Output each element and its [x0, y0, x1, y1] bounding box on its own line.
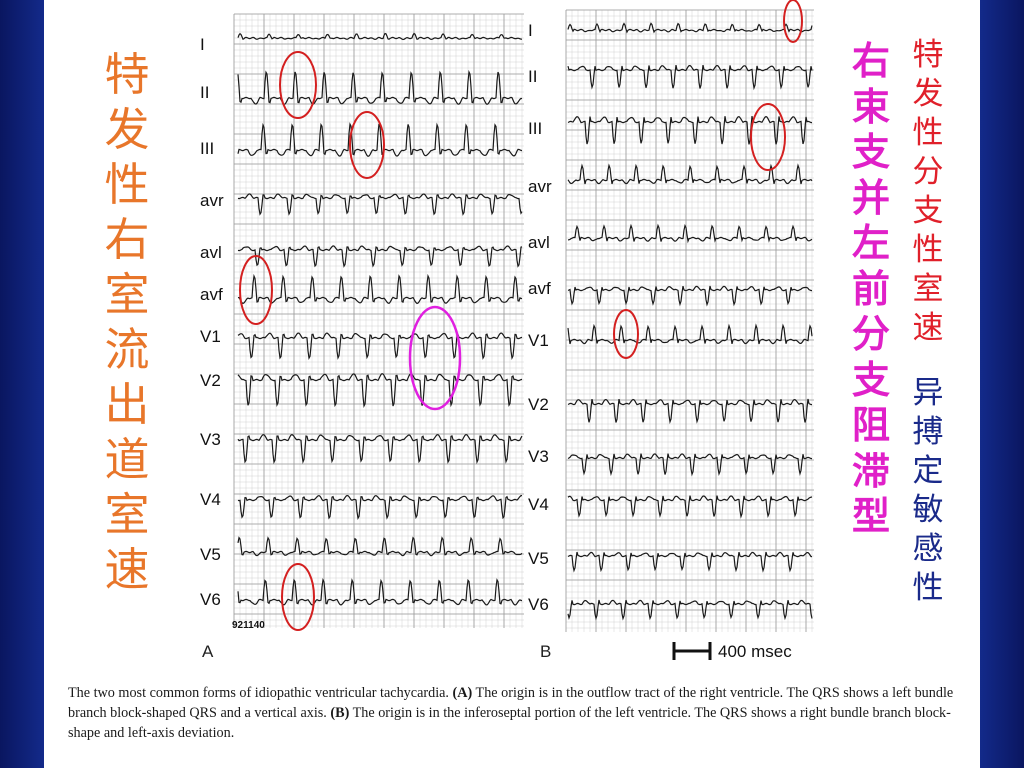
circle-a-avf [239, 255, 273, 325]
title-left-char: 出 [104, 378, 150, 431]
circle-a-ii [279, 51, 317, 119]
circle-b-iii [750, 103, 786, 171]
lead-label-b-avl: avl [528, 233, 550, 252]
scale-bar-label: 400 msec [718, 642, 792, 661]
lead-label-a-v5: V5 [200, 545, 221, 564]
title-left-char: 发 [104, 103, 150, 156]
title-left-char: 性 [104, 158, 150, 211]
title-right-top-char: 分 [912, 154, 944, 190]
title-right-top-char: 性 [912, 232, 944, 268]
caption-b-tag: (B) [330, 705, 350, 721]
lead-label-a-v4: V4 [200, 490, 221, 509]
lead-label-a-v3: V3 [200, 430, 221, 449]
panel-b-label: B [540, 642, 551, 661]
title-middle-char: 并 [851, 174, 890, 220]
title-middle-char: 支 [851, 356, 890, 402]
title-left: 特 发 性 右 室 流 出 道 室 速 [96, 52, 158, 602]
caption-a-text: The origin is in the outflow tract of th… [68, 685, 954, 721]
record-id: 921140 [232, 620, 265, 631]
title-middle-char [846, 588, 896, 634]
panel-a-label: A [202, 642, 214, 661]
title-right-bottom-char: 异 [912, 375, 944, 411]
title-right-bottom-char: 性 [912, 570, 944, 606]
title-left-char: 室 [104, 488, 150, 541]
caption-b-text: The origin is in the inferoseptal portio… [68, 705, 951, 741]
lead-label-b-v5: V5 [528, 549, 549, 568]
lead-label-b-iii: III [528, 119, 542, 138]
title-middle-char: 右 [851, 38, 890, 83]
title-right-top-char: 特 [912, 37, 944, 73]
title-middle-char: 支 [851, 129, 890, 174]
lead-label-a-v1: V1 [200, 327, 221, 346]
title-right-top-char: 性 [912, 115, 944, 151]
lead-label-b-v2: V2 [528, 395, 549, 414]
lead-label-a-avf: avf [200, 285, 223, 304]
title-right-top: 特 发 性 分 支 性 室 速 [906, 40, 950, 352]
title-left-char: 流 [104, 323, 150, 376]
title-right-bottom-char: 敏 [912, 492, 944, 528]
ecg-traces [237, 22, 813, 621]
lead-label-b-v6: V6 [528, 595, 549, 614]
lead-label-b-ii: II [528, 67, 537, 86]
title-right-top-char: 室 [912, 271, 944, 307]
caption-intro: The two most common forms of idiopathic … [68, 685, 453, 701]
title-middle: 右 束 支 并 左 前 分 支 阻 滞 型 [846, 42, 896, 634]
lead-label-b-v1: V1 [528, 331, 549, 350]
lead-label-b-v4: V4 [528, 495, 549, 514]
lead-label-a-avr: avr [200, 191, 224, 210]
lead-label-a-iii: III [200, 139, 214, 158]
background-right [980, 0, 1024, 768]
title-right-bottom-char: 定 [912, 453, 944, 489]
circle-a-iii [349, 111, 385, 179]
lead-label-b-i: I [528, 21, 533, 40]
lead-label-a-i: I [200, 35, 205, 54]
background-left [0, 0, 44, 768]
highlight-circles [239, 0, 803, 631]
title-left-char: 右 [104, 213, 150, 266]
title-middle-char: 前 [851, 265, 890, 311]
title-left-char: 室 [104, 268, 150, 321]
title-middle-char: 型 [851, 493, 890, 538]
lead-label-b-v3: V3 [528, 447, 549, 466]
lead-label-b-avf: avf [528, 279, 551, 298]
title-left-char: 道 [104, 433, 150, 486]
lead-label-a-v2: V2 [200, 371, 221, 390]
caption-a-tag: (A) [452, 685, 473, 701]
lead-label-a-v6: V6 [200, 590, 221, 609]
title-middle-char: 分 [851, 311, 890, 356]
title-middle-char: 阻 [851, 402, 890, 447]
title-right-top-char: 速 [912, 310, 944, 346]
title-middle-char [846, 543, 896, 589]
title-left-char: 速 [104, 543, 150, 596]
title-middle-char: 束 [851, 83, 890, 129]
circle-a-v1-v2 [408, 305, 462, 411]
title-right-bottom-char: 感 [912, 531, 944, 567]
panel-a-lead-labels: I II III avr avl avf V1 V2 V3 V4 V5 V6 9… [200, 35, 265, 661]
figure-caption: The two most common forms of idiopathic … [68, 683, 968, 743]
title-right-top-char: 发 [912, 76, 944, 112]
title-right-bottom-char: 搏 [912, 414, 944, 450]
lead-label-a-ii: II [200, 83, 209, 102]
title-right-top-char: 支 [912, 193, 944, 229]
panel-b-lead-labels: I II III avr avl avf V1 V2 V3 V4 V5 V6 B [528, 21, 552, 661]
lead-label-a-avl: avl [200, 243, 222, 262]
circle-a-v6 [281, 563, 315, 631]
title-middle-char: 滞 [851, 447, 890, 493]
lead-label-b-avr: avr [528, 177, 552, 196]
title-left-char: 特 [104, 48, 150, 101]
title-right-bottom: 异 搏 定 敏 感 性 [906, 378, 950, 612]
ecg-grid [233, 9, 814, 632]
circle-b-i [783, 0, 803, 43]
scale-bar: 400 msec [672, 642, 792, 661]
circle-b-v1 [613, 309, 639, 359]
title-middle-char: 左 [851, 220, 890, 265]
